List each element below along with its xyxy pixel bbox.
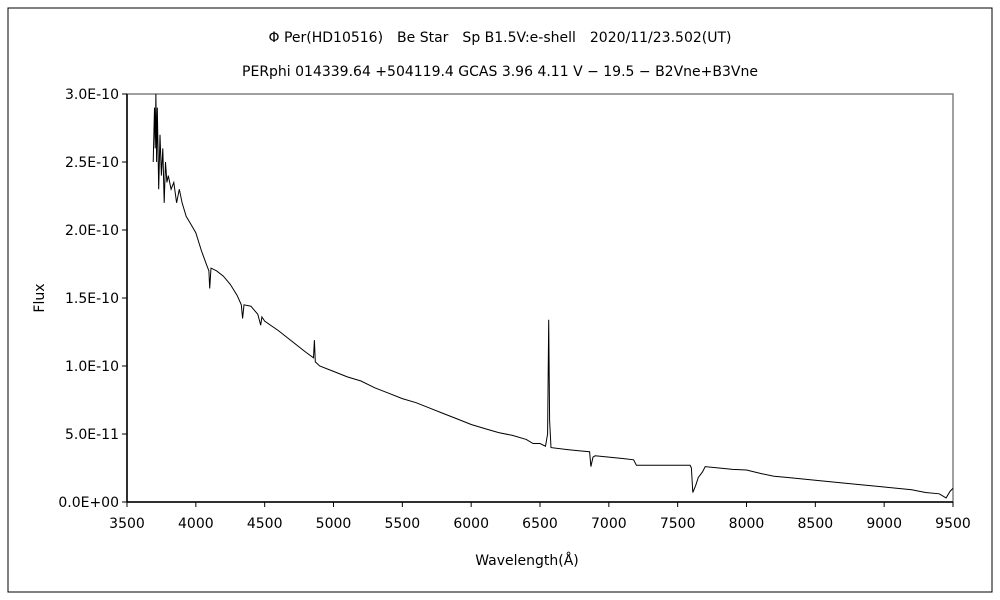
x-tick-label: 4000	[178, 516, 214, 532]
x-tick-label: 5500	[385, 516, 421, 532]
y-axis-label: Flux	[32, 283, 48, 312]
chart-title: Φ Per(HD10516) Be Star Sp B1.5V:e-shell …	[269, 30, 732, 46]
x-tick-label: 9500	[935, 516, 971, 532]
y-tick-label: 2.0E-10	[65, 223, 119, 239]
x-tick-label: 3500	[109, 516, 145, 532]
x-tick-label: 7000	[591, 516, 627, 532]
flux-series-line	[152, 93, 954, 499]
x-tick-label: 9000	[866, 516, 902, 532]
x-tick-label: 8000	[729, 516, 765, 532]
x-tick-label: 6000	[453, 516, 489, 532]
x-tick-label: 8500	[798, 516, 834, 532]
y-tick-label: 1.5E-10	[65, 291, 119, 307]
x-tick-label: 7500	[660, 516, 696, 532]
x-tick-label: 5000	[316, 516, 352, 532]
y-tick-label: 3.0E-10	[65, 87, 119, 103]
x-tick-label: 6500	[522, 516, 558, 532]
y-tick-label: 2.5E-10	[65, 155, 119, 171]
chart-border	[7, 7, 993, 593]
y-tick-label: 1.0E-10	[65, 359, 119, 375]
x-axis-label: Wavelength(Å)	[475, 552, 579, 569]
x-tick-label: 4500	[247, 516, 283, 532]
chart-subtitle: PERphi 014339.64 +504119.4 GCAS 3.96 4.1…	[242, 64, 758, 80]
y-tick-label: 5.0E-11	[65, 427, 119, 443]
y-tick-label: 0.0E+00	[58, 495, 119, 511]
